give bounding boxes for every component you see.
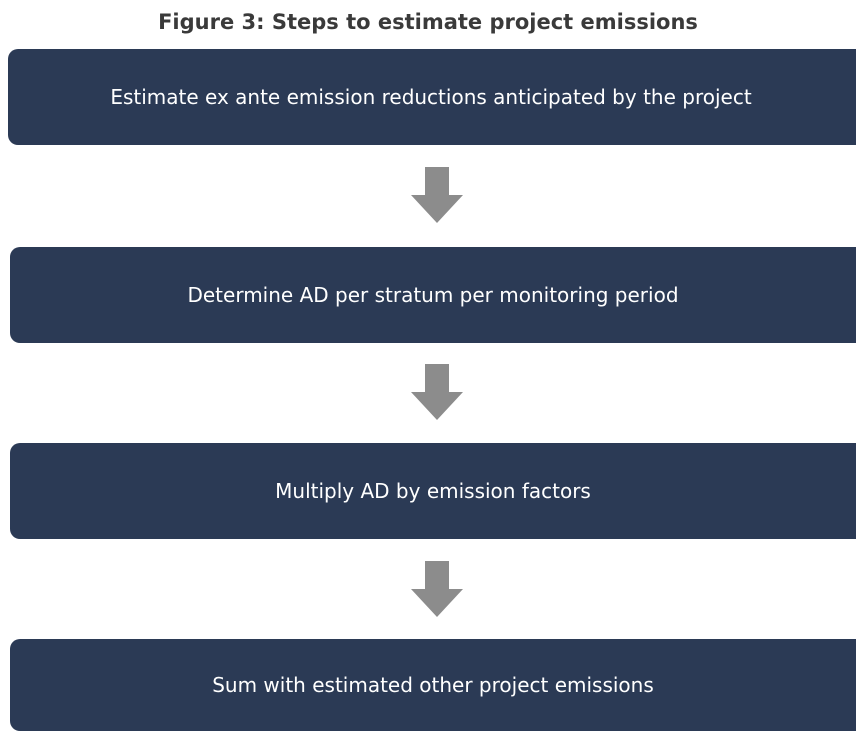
step-label: Estimate ex ante emission reductions ant… bbox=[110, 85, 752, 109]
step-label: Multiply AD by emission factors bbox=[275, 479, 591, 503]
step-box: Estimate ex ante emission reductions ant… bbox=[8, 49, 856, 145]
step-box: Determine AD per stratum per monitoring … bbox=[10, 247, 856, 343]
arrow bbox=[411, 561, 463, 617]
arrow bbox=[411, 167, 463, 223]
arrow bbox=[411, 364, 463, 420]
step-label: Determine AD per stratum per monitoring … bbox=[187, 283, 679, 307]
figure-title: Figure 3: Steps to estimate project emis… bbox=[158, 10, 698, 34]
step-label: Sum with estimated other project emissio… bbox=[212, 673, 654, 697]
step-box: Multiply AD by emission factors bbox=[10, 443, 856, 539]
step-box: Sum with estimated other project emissio… bbox=[10, 639, 856, 731]
